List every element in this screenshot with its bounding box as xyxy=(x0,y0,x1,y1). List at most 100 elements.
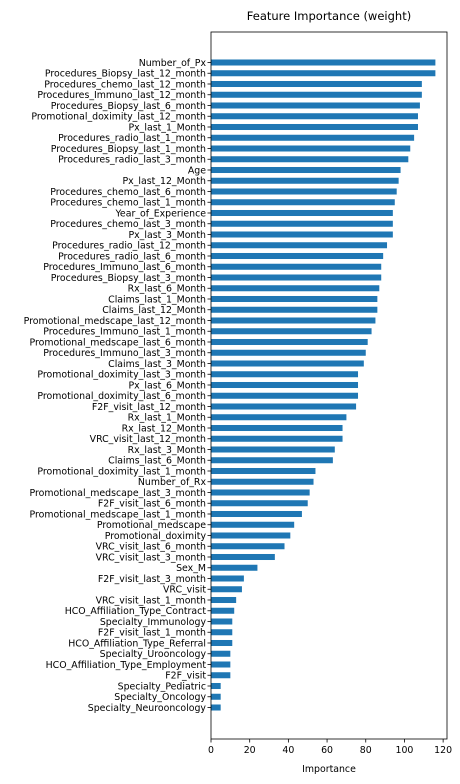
bar-VRC_visit_last_1_month xyxy=(211,597,236,603)
y-tick-label: Procedures_Biopsy_last_3_month xyxy=(51,273,206,284)
y-tick-label: Procedures_Immuno_last_1_month xyxy=(43,327,206,338)
y-tick-label: Promotional_medscape_last_12_month xyxy=(24,316,206,327)
y-tick-label: HCO_Affiliation_Type_Contract xyxy=(65,606,207,617)
y-tick-label: Number_of_Px xyxy=(139,58,207,69)
bar-Promotional_doximity_last_3_month xyxy=(211,371,358,377)
bar-F2F_visit_last_3_month xyxy=(211,575,244,581)
y-tick-label: Procedures_radio_last_12_month xyxy=(52,241,206,252)
bar-HCO_Affiliation_Type_Employment xyxy=(211,661,230,667)
bars-group xyxy=(211,59,435,710)
bar-Specialty_Urooncology xyxy=(211,651,230,657)
bar-Claims_last_12_Month xyxy=(211,307,377,313)
bar-Procedures_Biopsy_last_6_month xyxy=(211,102,420,108)
y-tick-label: Specialty_Pediatric xyxy=(118,681,206,692)
y-tick-label: Procedures_Biopsy_last_6_month xyxy=(51,101,206,112)
bar-Promotional_medscape_last_6_month xyxy=(211,339,368,345)
bar-Promotional_doximity_last_1_month xyxy=(211,468,315,474)
bar-VRC_visit_last_6_month xyxy=(211,543,285,549)
bar-Procedures_Biopsy_last_3_month xyxy=(211,274,381,280)
x-tick-label: 60 xyxy=(321,745,333,756)
y-tick-label: Procedures_chemo_last_12_month xyxy=(44,79,206,90)
y-tick-label: VRC_visit_last_6_month xyxy=(96,542,206,553)
bar-Promotional_doximity_last_12_month xyxy=(211,113,418,119)
bar-Promotional_medscape_last_1_month xyxy=(211,511,302,517)
bar-Promotional_medscape_last_12_month xyxy=(211,317,375,323)
y-tick-label: Claims_last_3_Month xyxy=(108,359,206,370)
bar-HCO_Affiliation_Type_Referral xyxy=(211,640,232,646)
bar-Procedures_Biopsy_last_12_month xyxy=(211,70,435,76)
bar-Procedures_Immuno_last_6_month xyxy=(211,264,381,270)
bar-Number_of_Px xyxy=(211,59,435,65)
bar-F2F_visit_last_12_month xyxy=(211,403,356,409)
bar-HCO_Affiliation_Type_Contract xyxy=(211,608,234,614)
y-tick-label: Claims_last_1_Month xyxy=(108,294,206,305)
y-tick-label: Promotional_doximity_last_6_month xyxy=(37,391,206,402)
y-tick-label: Rx_last_3_Month xyxy=(128,445,206,456)
x-tick-label: 80 xyxy=(360,745,372,756)
y-tick-label: Promotional_doximity_last_3_month xyxy=(37,370,206,381)
x-tick-label: 40 xyxy=(282,745,294,756)
y-tick-label: Specialty_Neurooncology xyxy=(88,703,207,714)
bar-Specialty_Oncology xyxy=(211,694,221,700)
bar-Px_last_6_Month xyxy=(211,382,358,388)
y-tick-label: F2F_visit_last_12_month xyxy=(92,402,206,413)
y-tick-label: Promotional_medscape_last_1_month xyxy=(30,509,207,520)
bar-F2F_visit_last_1_month xyxy=(211,629,232,635)
y-tick-label: Px_last_6_Month xyxy=(128,380,206,391)
bar-Specialty_Pediatric xyxy=(211,683,221,689)
bar-Number_of_Rx xyxy=(211,479,314,485)
y-tick-label: F2F_visit_last_3_month xyxy=(98,574,206,585)
bar-Procedures_radio_last_6_month xyxy=(211,253,383,259)
y-tick-label: Procedures_Biopsy_last_12_month xyxy=(45,69,206,80)
y-tick-label: F2F_visit xyxy=(165,671,206,682)
bar-Px_last_12_Month xyxy=(211,178,399,184)
y-tick-label: Sex_M xyxy=(176,563,206,574)
y-tick-label: Promotional_doximity xyxy=(105,531,207,542)
y-tick-label: Age xyxy=(188,165,206,176)
bar-Procedures_Immuno_last_1_month xyxy=(211,328,372,334)
y-tick-label: Procedures_radio_last_1_month xyxy=(58,133,206,144)
y-tick-label: Px_last_3_Month xyxy=(128,230,206,241)
bar-Rx_last_1_Month xyxy=(211,414,346,420)
bar-VRC_visit xyxy=(211,586,242,592)
y-tick-label: HCO_Affiliation_Type_Referral xyxy=(68,638,206,649)
y-tick-label: VRC_visit_last_12_month xyxy=(90,434,206,445)
y-tick-label: Procedures_radio_last_6_month xyxy=(58,251,206,262)
bar-Procedures_chemo_last_1_month xyxy=(211,199,395,205)
y-tick-label: Specialty_Immunology xyxy=(100,617,207,628)
y-tick-label: Promotional_medscape xyxy=(97,520,206,531)
y-tick-label: Px_last_1_Month xyxy=(128,122,206,133)
bar-Rx_last_3_Month xyxy=(211,446,335,452)
x-tick-label: 0 xyxy=(208,745,214,756)
x-tick-label: 100 xyxy=(395,745,413,756)
y-tick-label: Procedures_chemo_last_6_month xyxy=(50,187,206,198)
bar-Age xyxy=(211,167,401,173)
bar-Promotional_medscape xyxy=(211,522,294,528)
x-ticks: 0 20 40 60 80 100 120 xyxy=(208,739,452,756)
chart-title: Feature Importance (weight) xyxy=(247,9,411,23)
bar-F2F_visit xyxy=(211,672,230,678)
y-tick-label: Rx_last_12_Month xyxy=(122,423,206,434)
bar-Procedures_radio_last_12_month xyxy=(211,242,387,248)
bar-Rx_last_12_Month xyxy=(211,425,343,431)
bar-Procedures_Immuno_last_12_month xyxy=(211,92,422,98)
y-tick-label: Px_last_12_Month xyxy=(123,176,207,187)
bar-VRC_visit_last_12_month xyxy=(211,436,343,442)
y-tick-label: VRC_visit_last_1_month xyxy=(96,595,206,606)
bar-Claims_last_1_Month xyxy=(211,296,377,302)
y-tick-label: F2F_visit_last_1_month xyxy=(98,628,206,639)
y-tick-label: Promotional_medscape_last_6_month xyxy=(30,337,207,348)
y-tick-label: Rx_last_6_Month xyxy=(128,284,206,295)
y-tick-label: Promotional_medscape_last_3_month xyxy=(30,488,207,499)
bar-Year_of_Experience xyxy=(211,210,393,216)
bar-Promotional_doximity xyxy=(211,532,290,538)
bar-VRC_visit_last_3_month xyxy=(211,554,275,560)
y-tick-label: Procedures_chemo_last_3_month xyxy=(50,219,206,230)
bar-F2F_visit_last_6_month xyxy=(211,500,308,506)
x-axis-label: Importance xyxy=(302,764,356,775)
bar-Claims_last_6_Month xyxy=(211,457,333,463)
x-tick-label: 120 xyxy=(434,745,452,756)
y-tick-label: Promotional_doximity_last_12_month xyxy=(31,112,206,123)
y-tick-label: VRC_visit xyxy=(163,585,206,596)
